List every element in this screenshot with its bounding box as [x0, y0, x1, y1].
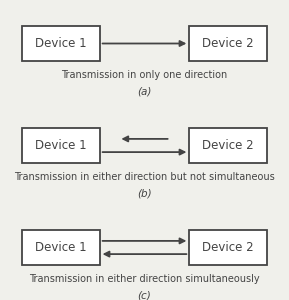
- Text: (c): (c): [138, 291, 151, 300]
- FancyBboxPatch shape: [189, 128, 267, 163]
- Text: Transmission in either direction simultaneously: Transmission in either direction simulta…: [29, 274, 260, 284]
- FancyBboxPatch shape: [22, 230, 100, 265]
- Text: (a): (a): [137, 87, 152, 97]
- Text: Device 1: Device 1: [35, 37, 86, 50]
- FancyBboxPatch shape: [189, 230, 267, 265]
- Text: Transmission in either direction but not simultaneous: Transmission in either direction but not…: [14, 172, 275, 182]
- FancyBboxPatch shape: [189, 26, 267, 61]
- Text: Device 2: Device 2: [203, 139, 254, 152]
- Text: Device 2: Device 2: [203, 37, 254, 50]
- Text: Device 1: Device 1: [35, 241, 86, 254]
- Text: Transmission in only one direction: Transmission in only one direction: [61, 70, 228, 80]
- FancyBboxPatch shape: [22, 26, 100, 61]
- Text: Device 2: Device 2: [203, 241, 254, 254]
- Text: (b): (b): [137, 189, 152, 199]
- FancyBboxPatch shape: [22, 128, 100, 163]
- Text: Device 1: Device 1: [35, 139, 86, 152]
